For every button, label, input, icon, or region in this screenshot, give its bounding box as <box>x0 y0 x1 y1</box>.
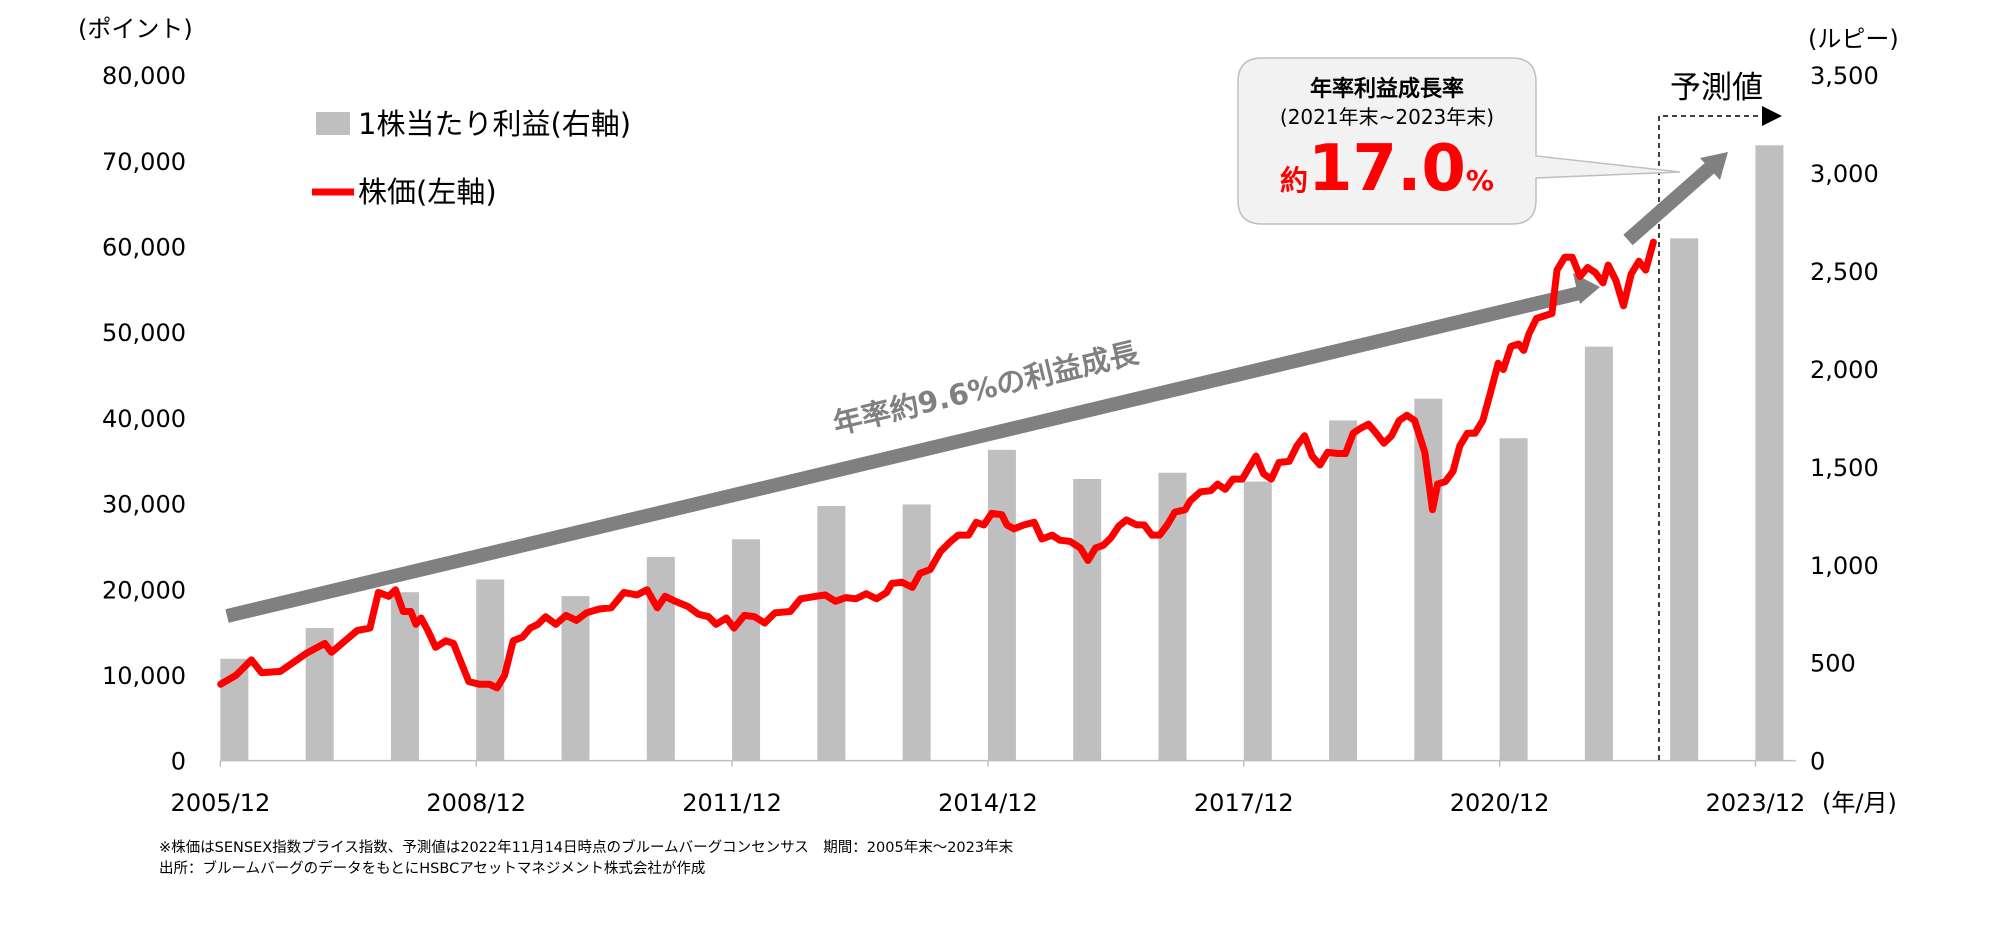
callout-period: (2021年末~2023年末) <box>1280 105 1494 129</box>
stock-price-line <box>217 238 1657 692</box>
x-tick-label: 2008/12 <box>426 789 526 817</box>
eps-bar-2012 <box>817 506 846 761</box>
left-tick-label: 70,000 <box>102 148 186 176</box>
callout-unit: % <box>1466 164 1494 197</box>
legend-line-label: 株価(左軸) <box>358 175 497 209</box>
legend-bar-swatch <box>316 112 350 135</box>
eps-bar-2008 <box>476 579 505 761</box>
eps-bar-2014 <box>987 449 1016 761</box>
left-tick-label: 10,000 <box>102 662 186 690</box>
callout-prefix: 約 <box>1280 164 1308 197</box>
forecast-arrowhead-icon <box>1762 106 1782 126</box>
eps-bar-2010 <box>646 556 675 761</box>
right-tick-label: 2,000 <box>1810 356 1879 384</box>
right-tick-label: 2,500 <box>1810 258 1879 286</box>
growth-callout: 年率利益成長率 (2021年末~2023年末) 約17.0% <box>1237 57 1681 225</box>
right-tick-label: 1,500 <box>1810 454 1879 482</box>
x-tick-label: 2005/12 <box>171 789 271 817</box>
forecast-trend-arrow <box>1623 152 1728 246</box>
x-tick-label: 2014/12 <box>938 789 1038 817</box>
forecast-divider <box>1658 115 1762 760</box>
eps-bar-2023 <box>1755 145 1784 761</box>
callout-number: 17.0 <box>1308 132 1466 206</box>
legend-bar-label: 1株当たり利益(右軸) <box>358 107 631 141</box>
eps-bar-2013 <box>902 504 931 761</box>
eps-bar-2015 <box>1073 478 1102 761</box>
trend-label: 年率約9.6%の利益成長 <box>830 335 1143 441</box>
right-axis-title: (ルピー) <box>1808 25 1899 53</box>
eps-bar-2020 <box>1499 438 1528 761</box>
forecast-label: 予測値 <box>1670 70 1763 106</box>
left-tick-label: 40,000 <box>102 405 186 433</box>
right-axis-ticks: 0 500 1,000 1,500 2,000 2,500 3,000 3,500 <box>1810 62 1879 775</box>
right-tick-label: 0 <box>1810 748 1825 776</box>
x-tick-label: 2020/12 <box>1450 789 1550 817</box>
left-tick-label: 0 <box>171 748 186 776</box>
footnote-1: ※株価はSENSEX指数プライス指数、予測値は2022年11月14日時点のブルー… <box>159 838 1014 856</box>
left-tick-label: 60,000 <box>102 234 186 262</box>
x-tick-label: 2011/12 <box>682 789 782 817</box>
x-axis-unit: (年/月) <box>1822 789 1897 817</box>
right-tick-label: 3,000 <box>1810 160 1879 188</box>
footnote-2: 出所：ブルームバーグのデータをもとにHSBCアセットマネジメント株式会社が作成 <box>159 859 705 877</box>
callout-value: 約17.0% <box>1280 132 1494 206</box>
left-axis-ticks: 0 10,000 20,000 30,000 40,000 50,000 60,000 70,… <box>102 62 186 775</box>
left-tick-label: 30,000 <box>102 491 186 519</box>
eps-bar-2011 <box>732 539 761 761</box>
x-tick-label: 2023/12 <box>1706 789 1806 817</box>
legend: 1株当たり利益(右軸) 株価(左軸) <box>312 107 631 209</box>
left-axis-title: (ポイント) <box>78 15 193 43</box>
right-tick-label: 3,500 <box>1810 62 1879 90</box>
callout-title: 年率利益成長率 <box>1310 76 1464 102</box>
left-tick-label: 80,000 <box>102 62 186 90</box>
eps-bar-2018 <box>1329 420 1358 761</box>
x-tick-label: 2017/12 <box>1194 789 1294 817</box>
eps-bar-2017 <box>1243 481 1272 761</box>
left-tick-label: 20,000 <box>102 576 186 604</box>
right-tick-label: 1,000 <box>1810 552 1879 580</box>
eps-bars <box>220 145 1784 761</box>
right-tick-label: 500 <box>1810 650 1856 678</box>
trend-arrow <box>225 273 1600 623</box>
left-tick-label: 50,000 <box>102 319 186 347</box>
eps-bar-2021 <box>1584 346 1613 761</box>
eps-bar-2022 <box>1670 238 1699 761</box>
x-axis-ticks: 2005/12 2008/12 2011/12 2014/12 2017/12 2020/… <box>171 760 1806 817</box>
